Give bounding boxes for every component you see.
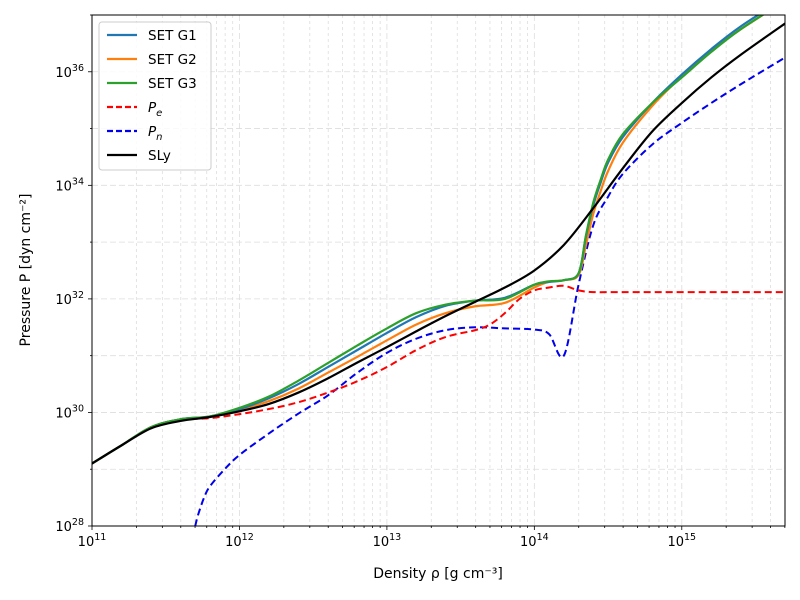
series-line-p-e bbox=[92, 284, 785, 465]
legend-label: Pe bbox=[148, 100, 162, 119]
x-tick-label: 1015 bbox=[667, 532, 696, 550]
legend-label: SET G1 bbox=[148, 28, 197, 44]
y-tick-label: 1036 bbox=[55, 63, 84, 81]
series-line-sly bbox=[92, 22, 785, 465]
ticks: 1011 1012 1013 1014 1015 1028 1030 1032 1034 1036 bbox=[55, 14, 786, 550]
legend-label: SLy bbox=[148, 148, 171, 164]
y-axis-title: Pressure P [dyn cm⁻²] bbox=[18, 194, 34, 347]
x-tick-label: 1013 bbox=[373, 532, 402, 550]
legend: SET G1 SET G2 SET G3 Pe Pn SLy bbox=[98, 21, 212, 171]
legend-label: SET G2 bbox=[148, 52, 197, 68]
x-axis-title: Density ρ [g cm⁻³] bbox=[373, 566, 503, 582]
y-tick-label: 1030 bbox=[55, 403, 84, 421]
series-line-set-g3 bbox=[92, 15, 765, 465]
y-tick-label: 1034 bbox=[55, 176, 84, 194]
series-layer bbox=[92, 15, 785, 526]
x-tick-label: 1011 bbox=[78, 532, 107, 550]
x-tick-label: 1012 bbox=[225, 532, 254, 550]
y-tick-label: 1032 bbox=[55, 290, 84, 308]
legend-label: SET G3 bbox=[148, 76, 197, 92]
y-tick-label: 1028 bbox=[55, 517, 84, 535]
legend-label: Pn bbox=[148, 124, 163, 143]
series-line-p-n bbox=[194, 56, 785, 526]
plot-frame bbox=[91, 14, 786, 527]
x-tick-label: 1014 bbox=[520, 532, 549, 550]
